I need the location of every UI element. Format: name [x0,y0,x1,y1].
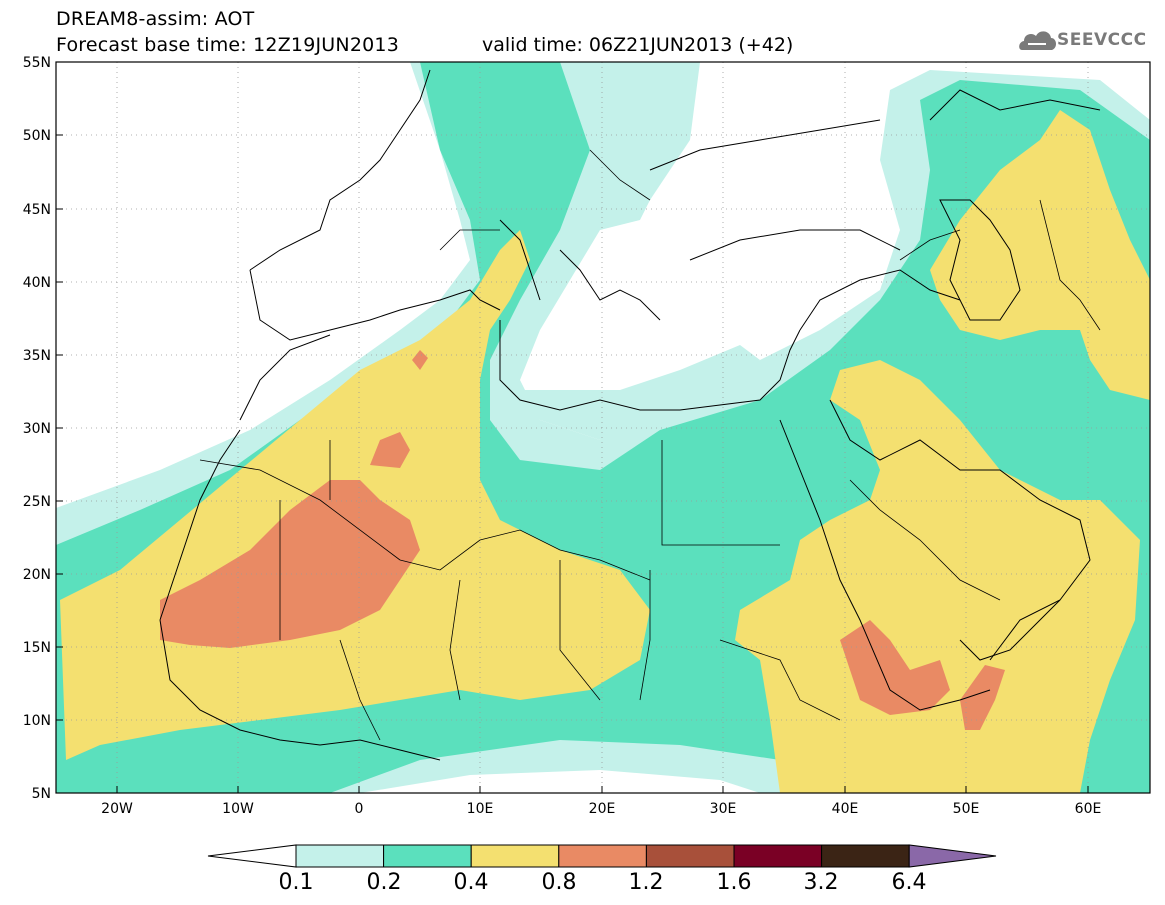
colorbar-swatch [470,844,560,868]
lon-label: 60E [1075,801,1102,817]
lon-label: 10E [467,801,494,817]
colorbar-swatch [821,844,910,868]
lon-label: 40E [832,801,859,817]
tick-marks [56,134,1089,793]
logo-text: SEEVCCC [1057,30,1147,50]
colorbar-label: 6.4 [891,870,927,895]
lat-label: 20N [23,567,51,583]
colorbar-swatch [645,844,735,868]
lon-label: 20E [589,801,616,817]
lon-label: 30E [710,801,737,817]
lat-label: 5N [32,786,51,802]
lon-label: 50E [953,801,980,817]
colorbar-label: 1.2 [628,870,664,895]
valid-time: valid time: 06Z21JUN2013 (+42) [482,34,794,56]
lat-label: 40N [23,275,51,291]
colorbar-swatch [558,844,647,868]
map-title: DREAM8-assim: AOT [56,8,255,30]
country-borders [199,149,1101,741]
colorbar-swatch [295,844,385,868]
colorbar [207,844,997,868]
grid-lines [56,62,1150,793]
colorbar-swatch [383,844,472,868]
aot-band-0-8-east [840,620,950,715]
aot-field [56,62,1150,793]
lat-label: 35N [23,348,51,364]
forecast-base-time: Forecast base time: 12Z19JUN2013 [56,34,399,56]
cloud-logo-icon [1019,31,1057,50]
colorbar-label: 0.8 [541,870,577,895]
lat-label: 45N [23,202,51,218]
colorbar-label: 0.1 [278,870,314,895]
longitude-labels: 20W 10W 0 10E 20E 30E 40E 50E 60E [101,801,1101,817]
colorbar-label: 0.2 [366,870,402,895]
latitude-labels: 55N 50N 45N 40N 35N 30N 25N 20N 15N 10N … [23,55,51,802]
colorbar-label: 0.4 [453,870,489,895]
colorbar-arrow-low [207,844,297,868]
lat-label: 50N [23,128,51,144]
coastlines [159,69,1101,761]
lon-label: 10W [222,801,254,817]
aot-band-0-8-west [160,480,420,648]
colorbar-arrow-high [908,844,997,868]
colorbar-label: 3.2 [803,870,839,895]
lat-label: 15N [23,640,51,656]
lon-label: 20W [101,801,133,817]
lat-label: 25N [23,494,51,510]
colorbar-label: 1.6 [716,870,752,895]
lat-label: 55N [23,55,51,71]
lon-label: 0 [355,801,364,817]
lat-label: 30N [23,421,51,437]
lat-label: 10N [23,713,51,729]
colorbar-swatch [733,844,823,868]
aot-band-0-4-east [735,360,1140,793]
